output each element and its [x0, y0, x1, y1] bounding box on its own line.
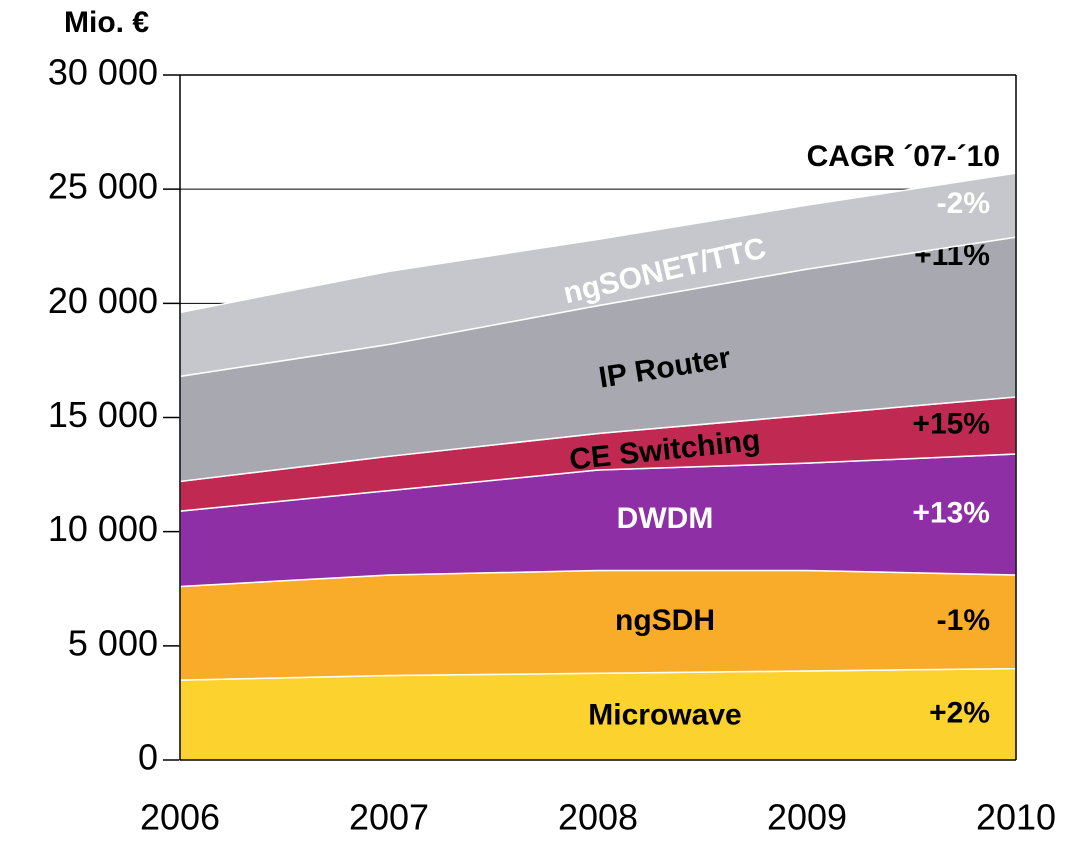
y-tick-label: 20 000 — [48, 280, 158, 321]
y-tick-label: 0 — [138, 737, 158, 778]
x-tick-label: 2009 — [767, 797, 847, 838]
cagr-label: +13% — [912, 496, 990, 529]
annotation: CAGR ´07-´10 — [807, 140, 1000, 173]
series-label: DWDM — [617, 502, 714, 535]
y-axis-label: Mio. € — [64, 6, 149, 39]
series-label: Microwave — [588, 699, 741, 732]
cagr-label: +15% — [912, 407, 990, 440]
y-tick-label: 10 000 — [48, 508, 158, 549]
cagr-label: -2% — [937, 187, 990, 220]
y-tick-label: 15 000 — [48, 394, 158, 435]
x-tick-label: 2006 — [140, 797, 220, 838]
y-tick-label: 25 000 — [48, 166, 158, 207]
area — [179, 569, 1017, 681]
series-label: ngSDH — [615, 604, 715, 637]
y-tick-label: 5 000 — [68, 622, 158, 663]
cagr-label: -1% — [937, 604, 990, 637]
x-tick-label: 2008 — [558, 797, 638, 838]
x-tick-label: 2010 — [976, 797, 1056, 838]
x-tick-label: 2007 — [349, 797, 429, 838]
y-tick-label: 30 000 — [48, 52, 158, 93]
cagr-label: +2% — [929, 696, 990, 729]
